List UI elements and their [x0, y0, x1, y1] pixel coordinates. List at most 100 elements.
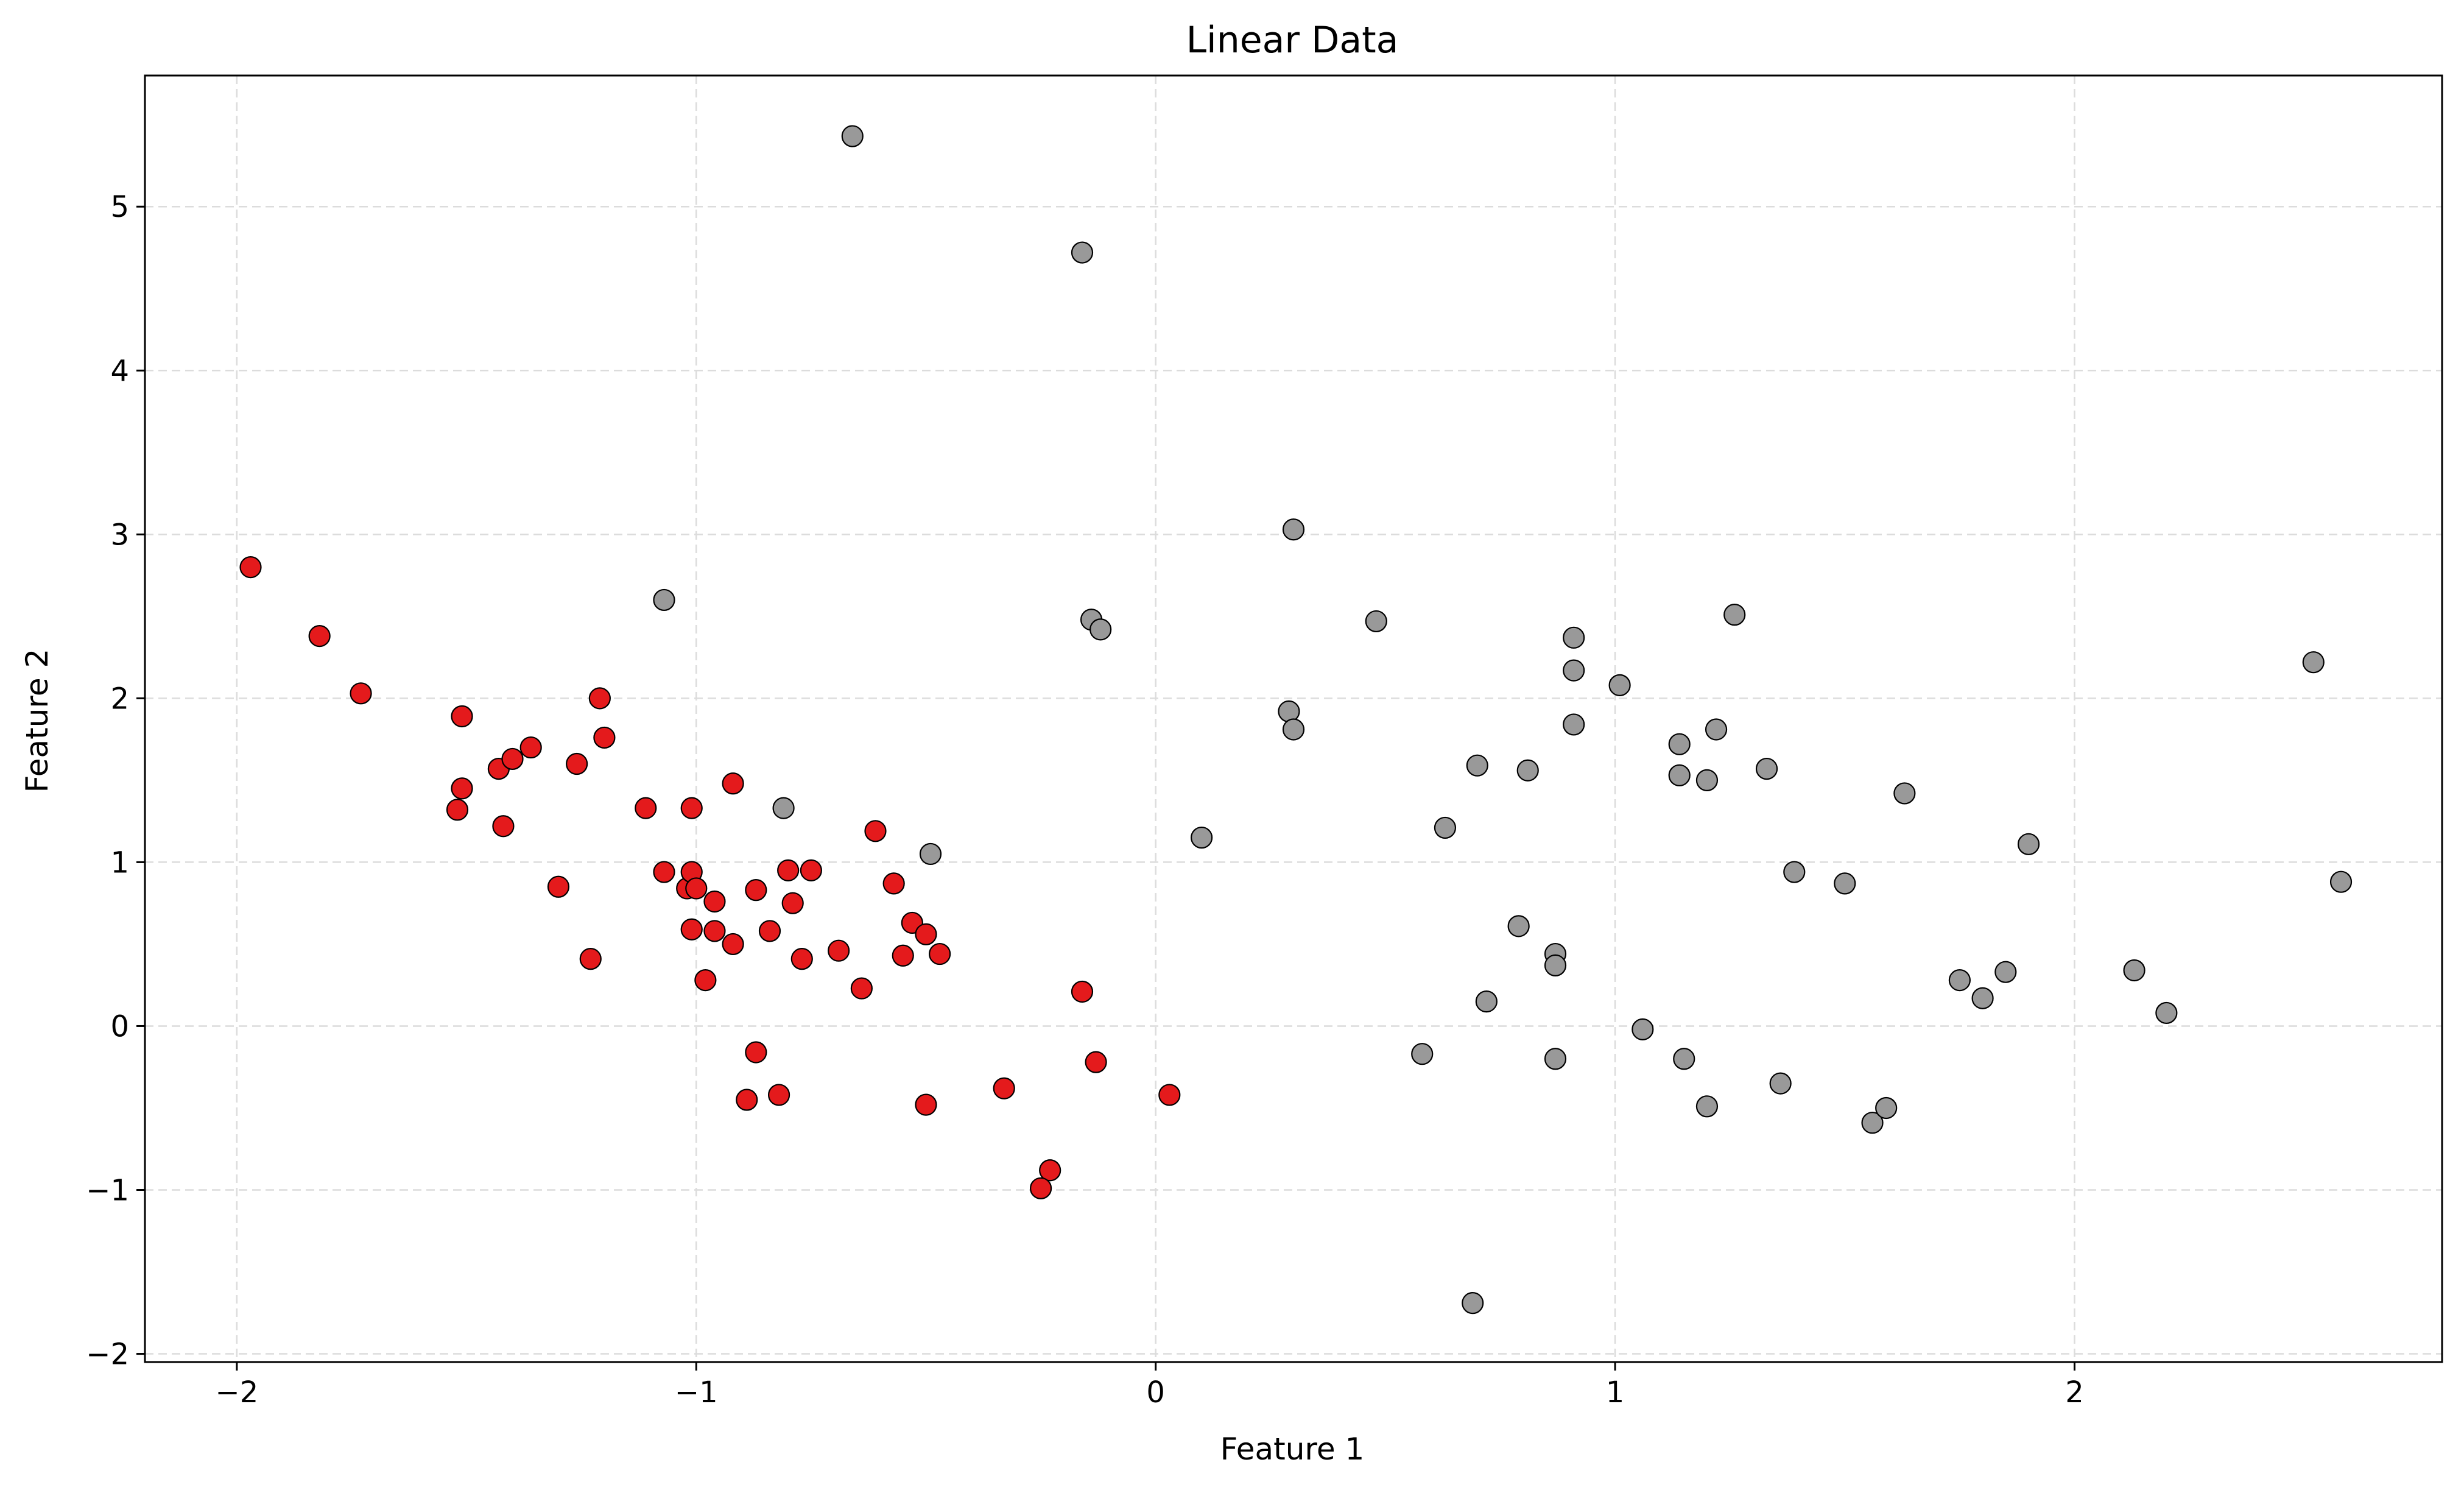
- data-point-series-0-2: [350, 682, 372, 705]
- data-point-series-1-14: [1516, 759, 1539, 782]
- data-point-series-1-19: [1668, 733, 1691, 755]
- y-tick-label: 1: [110, 845, 129, 880]
- data-point-series-0-23: [703, 890, 726, 913]
- data-point-series-0-5: [446, 799, 469, 821]
- data-point-series-1-17: [1563, 713, 1585, 736]
- data-point-series-1-18: [1608, 674, 1631, 696]
- x-tick-label: 1: [1606, 1375, 1625, 1410]
- data-point-series-1-20: [1668, 764, 1691, 786]
- axis-ticks: −2 −1 0 1 2 −2 −1 0 1 2 3 4 5: [86, 190, 2084, 1410]
- data-point-series-0-28: [758, 920, 781, 942]
- data-point-series-0-46: [1071, 980, 1094, 1003]
- data-point-series-0-43: [929, 942, 951, 965]
- data-point-series-0-19: [680, 797, 703, 819]
- data-point-series-1-15: [1563, 626, 1585, 649]
- data-point-series-0-44: [915, 1093, 937, 1116]
- data-point-series-0-21: [680, 918, 703, 941]
- x-tick-label: −1: [675, 1375, 718, 1410]
- data-point-series-1-8: [1282, 718, 1305, 741]
- data-point-series-0-10: [547, 875, 570, 898]
- data-point-series-0-11: [566, 752, 588, 775]
- data-point-series-1-21: [1695, 769, 1719, 791]
- data-point-series-0-13: [593, 726, 616, 749]
- data-point-series-0-38: [864, 820, 887, 842]
- data-point-series-0-30: [781, 892, 804, 914]
- data-point-series-0-37: [850, 977, 873, 1000]
- y-tick-label: −1: [86, 1174, 129, 1208]
- data-point-series-1-29: [2302, 651, 2325, 674]
- y-axis-label: Feature 2: [19, 649, 55, 793]
- data-point-series-1-3: [653, 588, 675, 612]
- chart-title: Linear Data: [1186, 19, 1399, 62]
- data-point-series-0-20: [685, 877, 708, 900]
- y-tick-label: 2: [110, 682, 129, 716]
- data-point-series-1-10: [919, 842, 942, 866]
- x-tick-label: 2: [2065, 1375, 2084, 1410]
- data-point-series-1-48: [1462, 1292, 1484, 1315]
- x-tick-label: −2: [215, 1375, 258, 1410]
- data-point-series-1-9: [772, 797, 795, 819]
- data-point-series-1-31: [1507, 915, 1530, 937]
- data-point-series-0-12: [588, 687, 611, 710]
- data-point-series-0-50: [1158, 1084, 1181, 1106]
- data-point-series-0-47: [1085, 1051, 1107, 1073]
- data-point-series-1-30: [2329, 870, 2353, 893]
- data-point-series-1-7: [1278, 700, 1300, 722]
- data-point-series-0-22: [694, 969, 717, 992]
- data-point-series-0-31: [790, 948, 813, 970]
- data-point-series-1-28: [2017, 833, 2040, 855]
- data-point-series-0-45: [993, 1077, 1015, 1099]
- data-point-series-1-22: [1705, 718, 1728, 741]
- data-point-series-1-0: [841, 125, 864, 147]
- data-point-series-1-37: [1632, 1018, 1654, 1040]
- data-point-series-0-1: [308, 625, 331, 648]
- data-point-series-0-34: [736, 1089, 758, 1111]
- data-point-series-1-43: [1948, 969, 1971, 992]
- data-point-series-1-45: [1994, 961, 2017, 983]
- data-point-series-0-29: [777, 859, 800, 881]
- data-point-series-1-47: [2155, 1001, 2178, 1025]
- grid-lines: [145, 76, 2442, 1362]
- x-axis-label: Feature 1: [1220, 1431, 1365, 1467]
- data-point-series-0-16: [653, 861, 675, 883]
- y-tick-label: 3: [110, 518, 129, 552]
- data-point-series-1-6: [1365, 610, 1387, 633]
- data-point-series-1-36: [1544, 1048, 1567, 1070]
- data-point-series-1-12: [1434, 816, 1457, 839]
- data-point-series-0-48: [1039, 1159, 1061, 1182]
- data-point-series-1-33: [1544, 954, 1567, 977]
- data-point-series-0-9: [492, 815, 515, 838]
- data-point-series-1-38: [1673, 1048, 1695, 1070]
- data-point-series-1-27: [1893, 782, 1916, 805]
- data-point-series-1-2: [1282, 518, 1305, 541]
- data-point-series-0-33: [745, 1041, 767, 1064]
- data-point-series-1-39: [1695, 1095, 1719, 1118]
- data-point-series-0-3: [451, 705, 473, 728]
- data-point-series-1-13: [1466, 754, 1488, 777]
- data-point-series-1-42: [1875, 1096, 1898, 1120]
- data-point-series-1-46: [2123, 959, 2145, 982]
- data-point-series-1-24: [1755, 757, 1778, 780]
- y-tick-label: 0: [110, 1009, 129, 1043]
- data-point-series-0-35: [767, 1084, 790, 1106]
- data-points: [239, 125, 2353, 1315]
- data-point-series-0-24: [703, 920, 726, 942]
- data-point-series-0-4: [451, 777, 473, 800]
- data-point-series-0-40: [892, 944, 914, 967]
- data-point-series-1-34: [1475, 990, 1498, 1013]
- data-point-series-0-27: [745, 879, 767, 902]
- data-point-series-1-44: [1971, 987, 1994, 1009]
- data-point-series-0-0: [239, 556, 262, 579]
- data-point-series-1-35: [1411, 1043, 1434, 1065]
- x-tick-label: 0: [1146, 1375, 1165, 1410]
- y-tick-label: 4: [110, 354, 129, 388]
- data-point-series-0-8: [519, 736, 542, 759]
- data-point-series-0-39: [882, 872, 905, 895]
- data-point-series-1-16: [1563, 659, 1585, 682]
- data-point-series-1-26: [1834, 872, 1856, 895]
- data-point-series-1-40: [1769, 1072, 1792, 1095]
- data-point-series-0-26: [722, 933, 744, 956]
- data-point-series-0-7: [501, 747, 524, 771]
